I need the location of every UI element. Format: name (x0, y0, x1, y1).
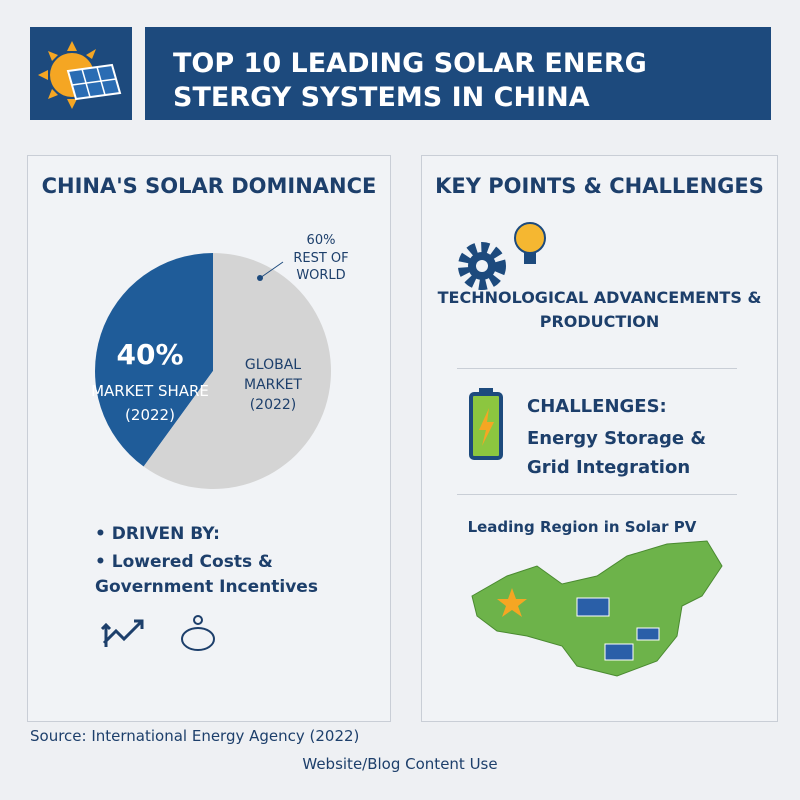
challenges-heading: CHALLENGES: (527, 396, 667, 417)
logo-box (30, 27, 132, 120)
category-label: MARKET SHARE (2022) (91, 382, 209, 424)
map-title: Leading Region in Solar PV (467, 518, 697, 536)
value-label: 40% (116, 338, 183, 371)
pie-chart: 40% MARKET SHARE (2022) GLOBAL MARKET (2022) 6… (91, 233, 349, 489)
divider (457, 494, 737, 495)
right-title: KEY POINTS & CHALLENGES (435, 174, 764, 198)
icons (100, 615, 215, 651)
usage-note: Website/Blog Content Use (302, 755, 498, 773)
source: Source: International Energy Agency (202… (30, 727, 360, 745)
bullet-heading: • DRIVEN BY: (95, 524, 220, 544)
right-panel: KEY POINTS & CHALLENGES TECHNOLOGICAL AD… (421, 155, 778, 722)
pie-slice (143, 253, 331, 489)
title: TOP 10 LEADING SOLAR ENERG STERGY SYSTEM… (173, 48, 647, 113)
china-map (471, 540, 723, 677)
header: TOP 10 LEADING SOLAR ENERG STERGY SYSTEM… (145, 27, 771, 120)
category-label: REST OF WORLD (293, 251, 348, 283)
chart-title: CHINA'S SOLAR DOMINANCE (41, 174, 377, 198)
challenges-text: Energy Storage & Grid Integration (527, 428, 707, 478)
driver-heading: DRIVEN BY: (111, 524, 220, 544)
driver-text: Lowered Costs & Government Incentives (95, 552, 318, 597)
left-panel: CHINA'S SOLAR DOMINANCE 40% MARKET SHARE(… (27, 155, 391, 722)
battery-icon (469, 388, 503, 460)
bullet-text: • Lowered Costs & Government Incentives (95, 552, 318, 597)
annotation: GLOBAL MARKET (2022) (244, 357, 302, 413)
pie-slice (95, 253, 213, 467)
value-label: 60% (307, 233, 336, 248)
leader-line (259, 261, 284, 279)
sun-icon (38, 41, 122, 109)
divider (457, 368, 737, 369)
tech-text: TECHNOLOGICAL ADVANCEMENTS & PRODUCTION (437, 288, 762, 331)
gear-bulb-icon (458, 222, 546, 290)
